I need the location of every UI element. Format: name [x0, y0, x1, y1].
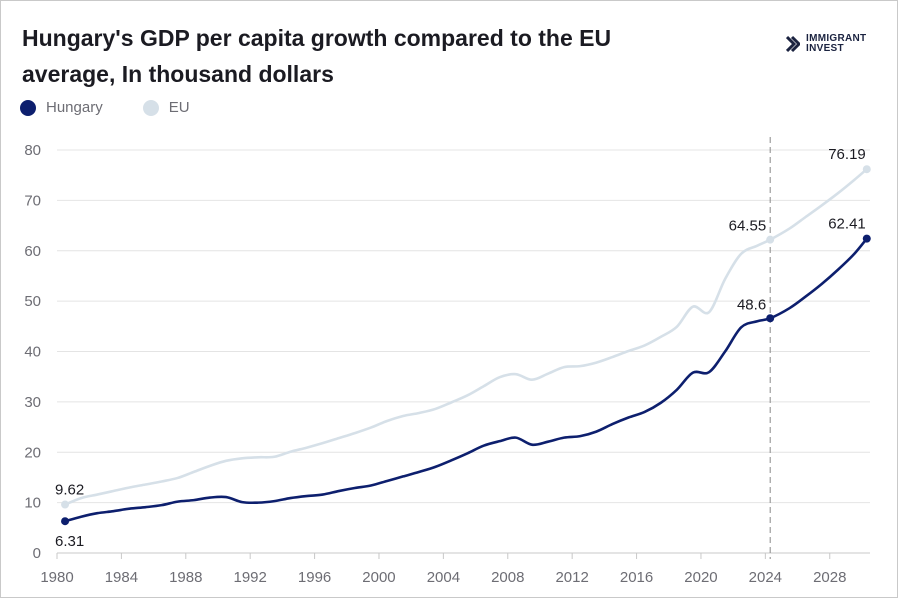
data-point-hungary-1 — [766, 314, 775, 323]
data-point-eu-0 — [61, 500, 70, 509]
axes: 0 10 20 30 40 50 60 70 80 1980 1984 1988 1992 1996 200… — [24, 142, 870, 586]
gridlines — [57, 149, 870, 504]
brand-line-1: IMMIGRANT — [806, 33, 867, 44]
brand-name: IMMIGRANT INVEST — [806, 34, 866, 54]
data-labels: 9.62 64.55 76.19 6.31 48.6 62.41 — [55, 146, 866, 550]
series-group — [61, 165, 871, 526]
y-tick-label-10: 10 — [24, 495, 41, 512]
data-point-eu-1 — [766, 235, 775, 244]
legend-swatch-eu — [142, 99, 159, 116]
y-tick-label-0: 0 — [33, 545, 41, 562]
chart-legend: Hungary EU — [20, 99, 230, 116]
x-tick-label-1996: 1996 — [298, 569, 331, 586]
data-label-eu-0: 9.62 — [55, 482, 84, 499]
x-tick-label-2024: 2024 — [749, 569, 782, 586]
chart-title: Hungary's GDP per capita growth compared… — [22, 25, 612, 87]
legend-item-eu[interactable]: EU — [142, 99, 190, 116]
x-tick-label-2008: 2008 — [491, 569, 524, 586]
legend-item-hungary[interactable]: Hungary — [20, 99, 103, 116]
x-tick-label-2012: 2012 — [555, 569, 588, 586]
x-tick-label-2016: 2016 — [620, 569, 653, 586]
x-tick-label-1984: 1984 — [105, 569, 138, 586]
data-label-hungary-2: 62.41 — [828, 216, 866, 233]
y-tick-label-40: 40 — [24, 344, 41, 361]
brand-logo: IMMIGRANT INVEST — [786, 34, 866, 54]
y-tick-label-50: 50 — [24, 293, 41, 310]
x-tick-label-1988: 1988 — [169, 569, 202, 586]
y-tick-label-60: 60 — [24, 243, 41, 260]
x-tick-label-2000: 2000 — [362, 569, 395, 586]
data-label-hungary-1: 48.6 — [737, 296, 766, 313]
data-point-hungary-2 — [862, 234, 871, 243]
data-point-eu-2 — [862, 165, 871, 174]
x-tick-label-1992: 1992 — [234, 569, 267, 586]
legend-label-eu: EU — [168, 99, 190, 116]
brand-logo-icon — [786, 35, 800, 53]
data-point-hungary-0 — [61, 517, 70, 526]
legend-label-hungary: Hungary — [46, 99, 103, 116]
data-label-eu-1: 64.55 — [729, 218, 767, 235]
x-tick-label-2020: 2020 — [684, 569, 717, 586]
series-line-hungary — [63, 237, 869, 523]
series-line-eu — [63, 167, 869, 506]
y-tick-label-30: 30 — [24, 394, 41, 411]
y-tick-label-20: 20 — [24, 444, 41, 461]
data-label-hungary-0: 6.31 — [55, 533, 84, 550]
x-tick-label-1980: 1980 — [40, 569, 73, 586]
data-label-eu-2: 76.19 — [828, 146, 866, 163]
brand-line-2: INVEST — [806, 43, 844, 54]
x-tick-label-2028: 2028 — [813, 569, 846, 586]
y-tick-label-80: 80 — [24, 142, 41, 159]
legend-swatch-hungary — [20, 99, 36, 116]
x-tick-label-2004: 2004 — [427, 569, 460, 586]
y-tick-label-70: 70 — [24, 192, 41, 209]
